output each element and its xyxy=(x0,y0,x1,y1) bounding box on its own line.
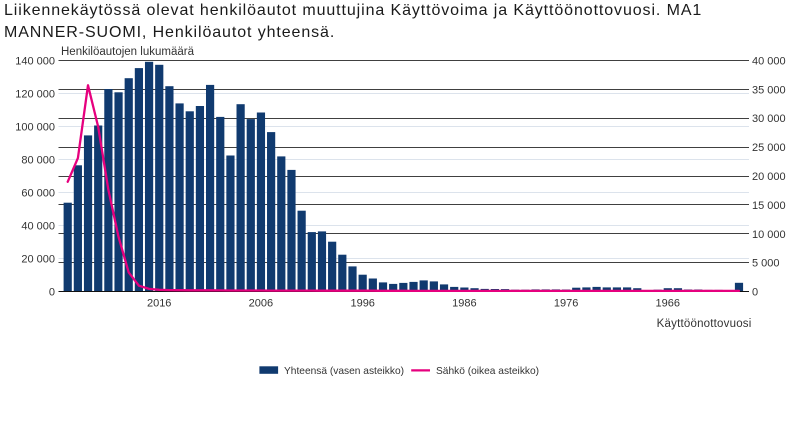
svg-text:Yhteensä (vasen asteikko): Yhteensä (vasen asteikko) xyxy=(284,366,404,377)
svg-text:80 000: 80 000 xyxy=(21,155,55,167)
svg-text:1996: 1996 xyxy=(350,298,374,310)
svg-text:120 000: 120 000 xyxy=(15,89,55,101)
svg-text:30 000: 30 000 xyxy=(752,113,786,125)
svg-text:60 000: 60 000 xyxy=(21,188,55,200)
svg-text:40 000: 40 000 xyxy=(21,221,55,233)
svg-text:1966: 1966 xyxy=(656,298,680,310)
svg-text:2006: 2006 xyxy=(249,298,273,310)
svg-text:1986: 1986 xyxy=(452,298,476,310)
svg-text:1976: 1976 xyxy=(554,298,578,310)
svg-text:0: 0 xyxy=(752,287,758,299)
svg-text:5 000: 5 000 xyxy=(752,258,780,270)
svg-text:40 000: 40 000 xyxy=(752,56,786,68)
svg-text:35 000: 35 000 xyxy=(752,84,786,96)
svg-text:140 000: 140 000 xyxy=(15,56,55,68)
svg-text:15 000: 15 000 xyxy=(752,200,786,212)
svg-text:2016: 2016 xyxy=(147,298,171,310)
svg-text:Henkilöautojen lukumäärä: Henkilöautojen lukumäärä xyxy=(61,46,195,58)
svg-text:20 000: 20 000 xyxy=(21,254,55,266)
svg-text:20 000: 20 000 xyxy=(752,171,786,183)
svg-text:25 000: 25 000 xyxy=(752,142,786,154)
svg-text:100 000: 100 000 xyxy=(15,122,55,134)
svg-text:Sähkö (oikea asteikko): Sähkö (oikea asteikko) xyxy=(436,366,539,377)
svg-text:0: 0 xyxy=(49,287,55,299)
svg-text:MANNER-SUOMI, Henkilöautot yht: MANNER-SUOMI, Henkilöautot yhteensä. xyxy=(4,24,335,41)
svg-text:10 000: 10 000 xyxy=(752,229,786,241)
svg-text:Käyttöönottovuosi: Käyttöönottovuosi xyxy=(657,318,752,330)
svg-text:Liikennekäytössä olevat henkil: Liikennekäytössä olevat henkilöautot muu… xyxy=(4,2,702,19)
